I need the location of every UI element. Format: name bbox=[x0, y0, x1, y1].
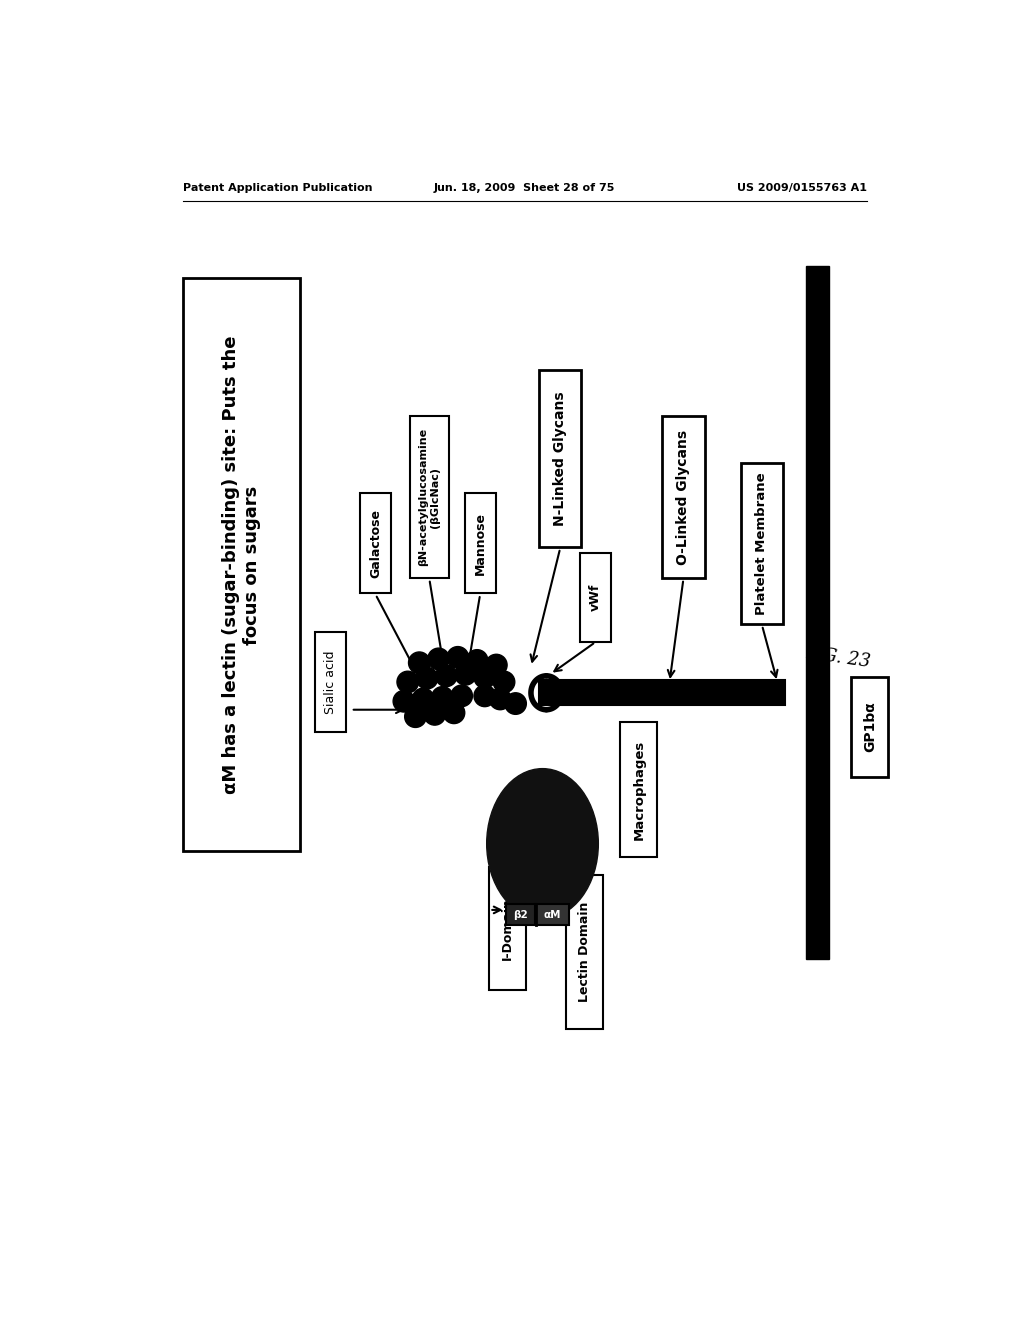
Bar bbox=[581, 553, 611, 642]
Text: US 2009/0155763 A1: US 2009/0155763 A1 bbox=[736, 182, 866, 193]
Circle shape bbox=[404, 706, 426, 727]
Bar bbox=[537, 904, 568, 925]
Text: N-Linked Glycans: N-Linked Glycans bbox=[553, 392, 567, 525]
Circle shape bbox=[505, 693, 526, 714]
Text: Macrophages: Macrophages bbox=[632, 739, 645, 840]
Circle shape bbox=[416, 668, 438, 689]
Circle shape bbox=[413, 688, 434, 710]
Text: Patent Application Publication: Patent Application Publication bbox=[183, 182, 373, 193]
Bar bbox=[806, 267, 829, 960]
Text: Platelet Membrane: Platelet Membrane bbox=[756, 473, 768, 615]
Circle shape bbox=[428, 648, 450, 669]
Bar bbox=[315, 632, 346, 733]
Bar bbox=[566, 874, 603, 1028]
Text: I-Domain: I-Domain bbox=[502, 898, 514, 960]
Circle shape bbox=[474, 685, 496, 706]
Text: GP1bα: GP1bα bbox=[863, 701, 877, 752]
Circle shape bbox=[432, 686, 454, 708]
Text: β2: β2 bbox=[513, 909, 527, 920]
Circle shape bbox=[455, 664, 476, 685]
Text: Galactose: Galactose bbox=[369, 510, 382, 578]
Bar bbox=[183, 277, 300, 851]
Circle shape bbox=[489, 688, 511, 710]
Bar bbox=[360, 494, 391, 594]
Text: Jun. 18, 2009  Sheet 28 of 75: Jun. 18, 2009 Sheet 28 of 75 bbox=[434, 182, 615, 193]
Bar bbox=[851, 677, 888, 776]
Bar bbox=[465, 494, 496, 594]
Bar bbox=[489, 867, 526, 990]
Bar bbox=[410, 416, 449, 578]
Bar bbox=[506, 904, 535, 925]
Circle shape bbox=[466, 649, 487, 671]
Circle shape bbox=[409, 652, 430, 673]
Text: Sialic acid: Sialic acid bbox=[325, 651, 337, 714]
Circle shape bbox=[447, 647, 469, 668]
Text: Mannose: Mannose bbox=[474, 512, 486, 576]
Text: vWf: vWf bbox=[589, 583, 602, 611]
Circle shape bbox=[397, 671, 419, 693]
Circle shape bbox=[393, 690, 415, 711]
Text: βN-acetylglucosamine
(βGlcNac): βN-acetylglucosamine (βGlcNac) bbox=[419, 428, 440, 566]
Circle shape bbox=[494, 671, 515, 693]
Bar bbox=[740, 462, 783, 624]
Circle shape bbox=[443, 702, 465, 723]
Circle shape bbox=[474, 667, 496, 688]
Bar bbox=[539, 370, 582, 548]
Circle shape bbox=[435, 665, 457, 686]
Text: αM has a lectin (sugar-binding) site: Puts the
focus on sugars: αM has a lectin (sugar-binding) site: Pu… bbox=[222, 335, 261, 795]
Ellipse shape bbox=[486, 768, 598, 919]
Text: αM: αM bbox=[544, 909, 561, 920]
Circle shape bbox=[451, 685, 472, 706]
Circle shape bbox=[424, 704, 445, 725]
Text: FᴵG. 23: FᴵG. 23 bbox=[804, 644, 871, 671]
Bar bbox=[621, 722, 657, 857]
Text: Lectin Domain: Lectin Domain bbox=[579, 902, 592, 1002]
Text: O-Linked Glycans: O-Linked Glycans bbox=[677, 429, 690, 565]
Bar bbox=[539, 681, 785, 705]
Circle shape bbox=[485, 655, 507, 676]
Bar bbox=[663, 416, 705, 578]
